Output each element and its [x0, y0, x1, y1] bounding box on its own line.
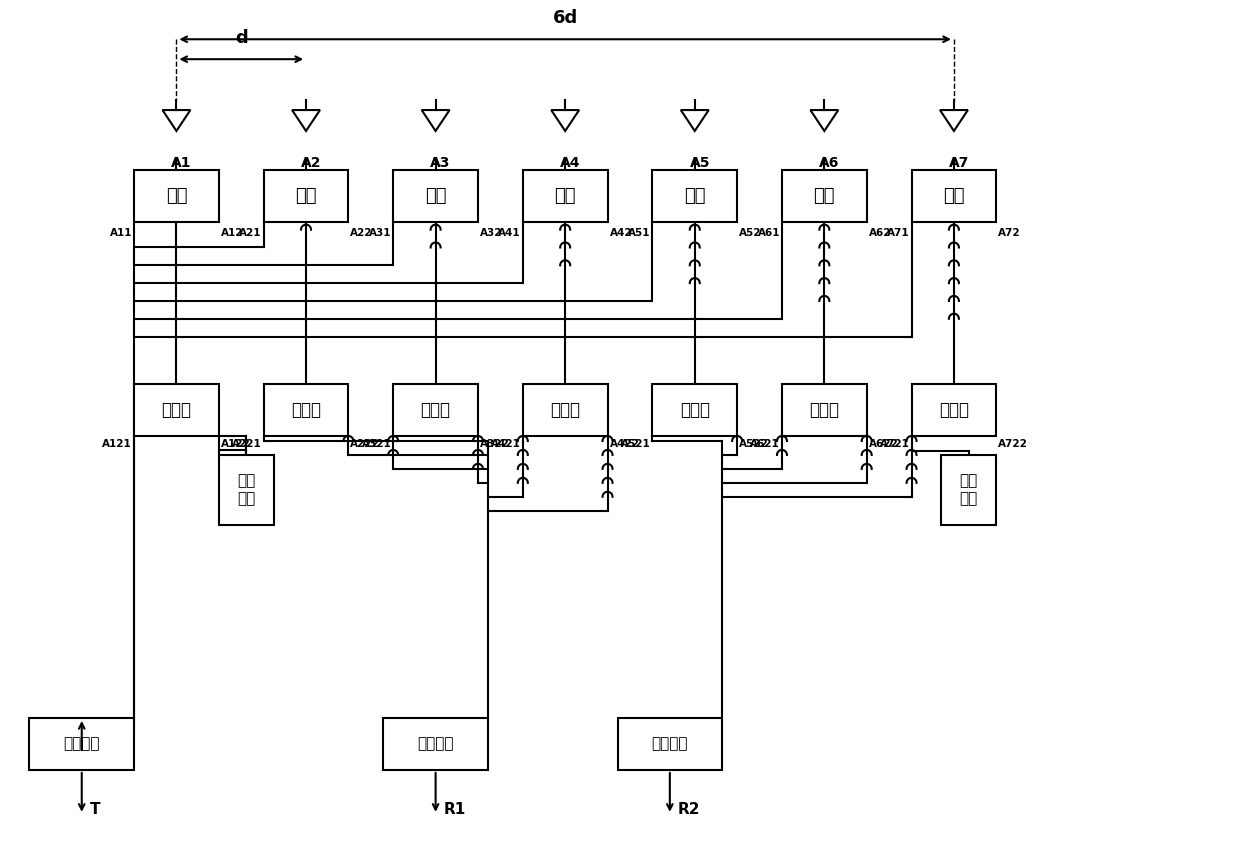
Text: A521: A521 — [621, 439, 651, 449]
Text: A221: A221 — [232, 439, 262, 449]
Bar — [782, 384, 867, 436]
Bar — [652, 170, 737, 222]
Bar — [911, 384, 996, 436]
Bar — [218, 455, 274, 525]
Text: A62: A62 — [869, 228, 892, 238]
Text: A11: A11 — [109, 228, 133, 238]
Text: A2: A2 — [301, 155, 321, 170]
Text: A51: A51 — [627, 228, 651, 238]
Text: A21: A21 — [239, 228, 262, 238]
Text: A421: A421 — [491, 439, 521, 449]
Text: A322: A322 — [480, 439, 510, 449]
Text: 功分器: 功分器 — [161, 401, 191, 419]
Text: 加权合成: 加权合成 — [63, 736, 100, 752]
Text: A722: A722 — [998, 439, 1028, 449]
Text: 电桥: 电桥 — [684, 186, 706, 204]
Text: A3: A3 — [430, 155, 451, 170]
Bar — [941, 455, 996, 525]
Text: A61: A61 — [758, 228, 780, 238]
Text: A12: A12 — [221, 228, 243, 238]
Bar — [264, 170, 348, 222]
Text: A52: A52 — [739, 228, 761, 238]
Bar — [911, 170, 996, 222]
Bar — [30, 718, 134, 770]
Text: A22: A22 — [351, 228, 373, 238]
Text: d: d — [234, 29, 248, 47]
Text: 功分器: 功分器 — [810, 401, 839, 419]
Bar — [393, 384, 477, 436]
Text: A222: A222 — [351, 439, 381, 449]
Text: A621: A621 — [750, 439, 780, 449]
Bar — [264, 384, 348, 436]
Text: R1: R1 — [444, 802, 466, 817]
Text: 功分器: 功分器 — [551, 401, 580, 419]
Bar — [618, 718, 722, 770]
Text: A42: A42 — [610, 228, 632, 238]
Text: A321: A321 — [362, 439, 392, 449]
Bar — [383, 718, 487, 770]
Text: A4: A4 — [560, 155, 580, 170]
Text: 6d: 6d — [553, 9, 578, 27]
Text: T: T — [89, 802, 100, 817]
Bar — [782, 170, 867, 222]
Text: 功分器: 功分器 — [939, 401, 968, 419]
Text: A41: A41 — [498, 228, 521, 238]
Text: 功分器: 功分器 — [420, 401, 450, 419]
Bar — [393, 170, 477, 222]
Text: 电桥: 电桥 — [295, 186, 316, 204]
Text: A622: A622 — [869, 439, 899, 449]
Text: A721: A721 — [879, 439, 910, 449]
Text: 吸收
负载: 吸收 负载 — [237, 473, 255, 506]
Text: A6: A6 — [820, 155, 839, 170]
Text: 功分器: 功分器 — [291, 401, 321, 419]
Text: 吸收
负载: 吸收 负载 — [960, 473, 978, 506]
Text: A121: A121 — [103, 439, 133, 449]
Text: A5: A5 — [689, 155, 711, 170]
Bar — [652, 384, 737, 436]
Text: A522: A522 — [739, 439, 769, 449]
Text: A31: A31 — [368, 228, 392, 238]
Bar — [523, 384, 608, 436]
Text: 电桥: 电桥 — [813, 186, 835, 204]
Text: 电桥: 电桥 — [166, 186, 187, 204]
Text: A72: A72 — [998, 228, 1021, 238]
Bar — [523, 170, 608, 222]
Text: 电桥: 电桥 — [554, 186, 575, 204]
Text: 电桥: 电桥 — [425, 186, 446, 204]
Text: A422: A422 — [610, 439, 640, 449]
Text: 功分器: 功分器 — [680, 401, 709, 419]
Text: A122: A122 — [221, 439, 250, 449]
Text: R2: R2 — [678, 802, 701, 817]
Bar — [134, 170, 218, 222]
Text: 加权合成: 加权合成 — [651, 736, 688, 752]
Text: 加权合成: 加权合成 — [418, 736, 454, 752]
Bar — [134, 384, 218, 436]
Text: 电桥: 电桥 — [944, 186, 965, 204]
Text: A71: A71 — [887, 228, 910, 238]
Text: A1: A1 — [171, 155, 192, 170]
Text: A32: A32 — [480, 228, 502, 238]
Text: A7: A7 — [949, 155, 970, 170]
